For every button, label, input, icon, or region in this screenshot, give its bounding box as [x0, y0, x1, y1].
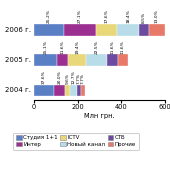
Bar	[149, 24, 165, 36]
Text: 20.0%: 20.0%	[57, 70, 61, 84]
Bar	[107, 55, 118, 66]
Bar	[34, 55, 57, 66]
Text: 7.7%: 7.7%	[77, 73, 81, 84]
Text: 11.6%: 11.6%	[61, 40, 65, 53]
Bar	[139, 24, 149, 36]
Text: 11.6%: 11.6%	[110, 40, 114, 53]
Text: 18.4%: 18.4%	[126, 10, 130, 23]
Bar	[57, 55, 68, 66]
Text: 37.6%: 37.6%	[42, 70, 46, 84]
Bar	[117, 24, 139, 36]
Bar	[64, 24, 96, 36]
Text: 27.1%: 27.1%	[78, 10, 82, 23]
Bar	[54, 85, 65, 96]
Text: 7.7%: 7.7%	[81, 73, 85, 84]
Text: 22.5%: 22.5%	[95, 40, 98, 53]
Bar	[34, 24, 64, 36]
Text: 19.4%: 19.4%	[75, 40, 79, 53]
Text: 25.1%: 25.1%	[44, 40, 48, 53]
Bar	[86, 55, 107, 66]
Text: 12.7%: 12.7%	[71, 70, 75, 84]
Text: 9.6%: 9.6%	[65, 73, 69, 84]
Legend: Студия 1+1, Интер, ICTV, Новый канал, СТБ, Прочие: Студия 1+1, Интер, ICTV, Новый канал, СТ…	[13, 133, 139, 150]
Bar	[70, 85, 77, 96]
Bar	[81, 85, 85, 96]
Bar	[34, 85, 54, 96]
Bar	[65, 85, 70, 96]
X-axis label: Млн грн.: Млн грн.	[84, 113, 115, 119]
Bar	[96, 24, 117, 36]
Text: 13.0%: 13.0%	[155, 10, 159, 23]
Text: 8.5%: 8.5%	[142, 12, 146, 23]
Bar	[77, 85, 81, 96]
Text: 17.6%: 17.6%	[105, 10, 109, 23]
Bar	[68, 55, 86, 66]
Text: 25.2%: 25.2%	[47, 9, 51, 23]
Bar	[118, 55, 128, 66]
Text: 11.6%: 11.6%	[121, 40, 125, 53]
